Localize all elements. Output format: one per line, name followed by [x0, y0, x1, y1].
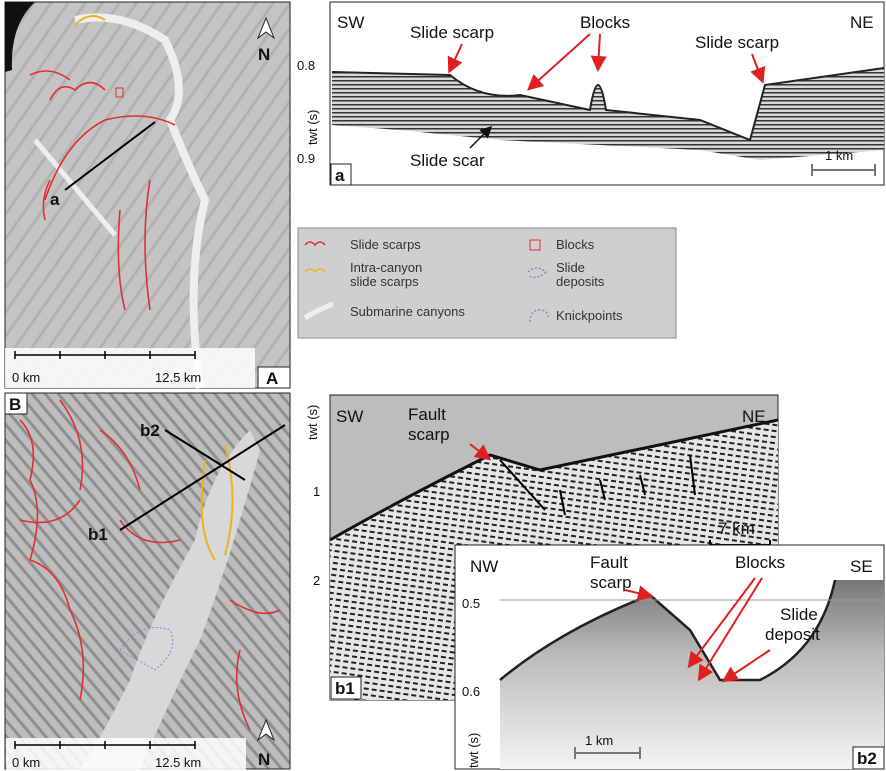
annotation: Fault [408, 405, 446, 424]
legend-label: Blocks [556, 237, 595, 252]
north-label: N [258, 45, 270, 64]
axis-label: twt (s) [466, 733, 481, 768]
annotation: Blocks [735, 553, 785, 572]
legend: Slide scarps Intra-canyon slide scarps S… [298, 228, 676, 338]
panel-label: b1 [335, 679, 355, 698]
legend-label: deposits [556, 274, 605, 289]
right-end: NE [850, 13, 874, 32]
legend-label: Submarine canyons [350, 304, 465, 319]
axis-label: twt (s) [305, 110, 320, 145]
scale-label: 1 km [825, 148, 853, 163]
north-label: N [258, 750, 270, 769]
right-end: NE [742, 407, 766, 426]
panel-B: b2 b1 B N 0 km 12.5 km [5, 393, 290, 770]
annotation: Blocks [580, 13, 630, 32]
scale-end: 12.5 km [155, 755, 201, 770]
panel-label: a [335, 166, 345, 185]
legend-label: Intra-canyon [350, 260, 422, 275]
axis-tick: 0.8 [297, 58, 315, 73]
figure: a N 0 km 12.5 km A SW NE twt (s) 0.8 0.9… [0, 0, 886, 771]
axis-label: twt (s) [305, 405, 320, 440]
profile-label: b2 [140, 421, 160, 440]
scale-end: 12.5 km [155, 370, 201, 385]
scale-box [5, 348, 255, 388]
left-end: SW [337, 13, 364, 32]
axis-tick: 0.9 [297, 151, 315, 166]
scale-box [6, 738, 246, 770]
scale-start: 0 km [12, 755, 40, 770]
panel-a: SW NE twt (s) 0.8 0.9 Slide scarp Blocks… [297, 2, 884, 185]
profile-label: a [50, 190, 60, 209]
right-end: SE [850, 557, 873, 576]
annotation: Slide scarp [695, 33, 779, 52]
panel-b2: NW SE Fault scarp Blocks Slide deposit 0… [455, 545, 884, 769]
annotation: deposit [765, 625, 820, 644]
legend-label: Knickpoints [556, 308, 623, 323]
scale-label: 1 km [585, 733, 613, 748]
profile-label: b1 [88, 525, 108, 544]
legend-label: Slide [556, 260, 585, 275]
annotation: Slide scar [410, 151, 485, 170]
annotation: Slide [780, 605, 818, 624]
axis-tick: 2 [313, 573, 320, 588]
axis-tick: 1 [313, 484, 320, 499]
scale-start: 0 km [12, 370, 40, 385]
panel-label: A [266, 369, 278, 388]
panel-A: a N 0 km 12.5 km A [5, 2, 290, 388]
panel-label: B [9, 395, 21, 414]
panel-label: b2 [857, 749, 877, 768]
axis-tick: 0.5 [462, 596, 480, 611]
legend-label: Slide scarps [350, 237, 421, 252]
annotation: Slide scarp [410, 23, 494, 42]
scale-label: 7 km [718, 519, 755, 538]
axis-tick: 0.6 [462, 684, 480, 699]
left-end: NW [470, 557, 498, 576]
annotation: scarp [408, 425, 450, 444]
left-end: SW [336, 407, 363, 426]
legend-label: slide scarps [350, 274, 419, 289]
annotation: Fault [590, 553, 628, 572]
